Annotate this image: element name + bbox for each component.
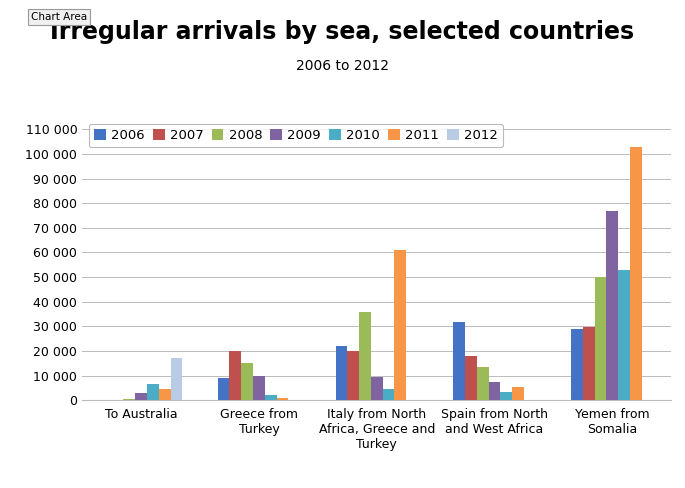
Bar — [395, 249, 406, 400]
Bar — [583, 327, 595, 400]
Bar — [241, 364, 253, 400]
Text: Irregular arrivals by sea, selected countries: Irregular arrivals by sea, selected coun… — [51, 20, 634, 43]
Bar — [488, 382, 501, 400]
Bar — [265, 395, 277, 400]
Bar — [347, 351, 359, 400]
Bar — [135, 393, 147, 400]
Bar — [277, 398, 288, 400]
Bar — [630, 147, 642, 400]
Bar — [465, 356, 477, 400]
Bar — [619, 270, 630, 400]
Bar — [512, 387, 524, 400]
Bar — [171, 358, 182, 400]
Text: 2006 to 2012: 2006 to 2012 — [296, 59, 389, 73]
Bar — [359, 311, 371, 400]
Bar — [147, 384, 159, 400]
Bar — [571, 329, 583, 400]
Bar — [371, 377, 383, 400]
Bar — [229, 351, 241, 400]
Bar — [336, 346, 347, 400]
Text: Chart Area: Chart Area — [31, 12, 87, 22]
Bar — [595, 277, 606, 400]
Bar — [477, 367, 488, 400]
Legend: 2006, 2007, 2008, 2009, 2010, 2011, 2012: 2006, 2007, 2008, 2009, 2010, 2011, 2012 — [89, 124, 503, 147]
Bar — [501, 392, 512, 400]
Bar — [218, 378, 229, 400]
Bar — [159, 389, 171, 400]
Bar — [453, 322, 465, 400]
Bar — [606, 211, 619, 400]
Bar — [383, 389, 395, 400]
Bar — [253, 376, 265, 400]
